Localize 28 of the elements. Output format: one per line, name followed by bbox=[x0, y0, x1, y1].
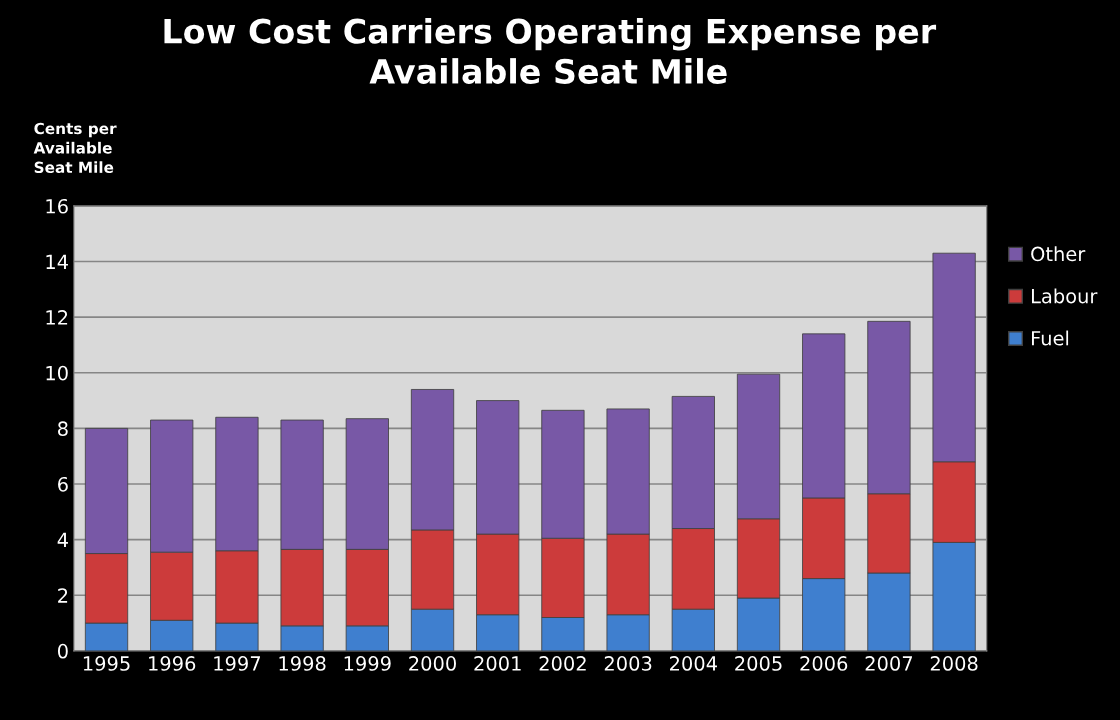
y-tick-label: 12 bbox=[46, 310, 68, 325]
x-tick-label: 2008 bbox=[930, 656, 978, 671]
x-tick-label: 2000 bbox=[409, 656, 456, 671]
x-tick-label: 2006 bbox=[800, 656, 848, 671]
x-tick-label: 1997 bbox=[214, 656, 260, 671]
x-tick-label: 2003 bbox=[604, 656, 652, 671]
y-tick-label: 0 bbox=[57, 643, 68, 659]
x-tick-label: 1996 bbox=[149, 656, 196, 671]
y-tick-label: 4 bbox=[57, 532, 68, 548]
legend-label: Fuel bbox=[1032, 330, 1069, 346]
x-tick-label: 2005 bbox=[735, 656, 782, 671]
y-tick-label: 6 bbox=[58, 476, 68, 492]
chart-title: Low Cost Carriers Operating Expense per Available Seat Mile bbox=[164, 18, 937, 84]
x-tick-label: 2004 bbox=[670, 656, 717, 671]
y-tick-label: 14 bbox=[46, 254, 68, 269]
x-tick-label: 1998 bbox=[279, 656, 326, 671]
y-tick-label: 16 bbox=[46, 198, 68, 214]
y-tick-label: 10 bbox=[46, 365, 68, 381]
x-tick-label: 1995 bbox=[83, 656, 130, 671]
x-tick-label: 2007 bbox=[865, 656, 912, 671]
x-tick-label: 1999 bbox=[344, 656, 391, 671]
x-tick-label: 2001 bbox=[474, 656, 521, 671]
legend-label: Labour bbox=[1032, 288, 1098, 304]
y-axis-title: Cents per Available Seat Mile bbox=[33, 122, 117, 174]
y-tick-label: 8 bbox=[58, 421, 68, 437]
legend-label: Other bbox=[1031, 246, 1086, 262]
y-tick-label: 2 bbox=[58, 588, 68, 603]
x-tick-label: 2002 bbox=[539, 656, 586, 671]
